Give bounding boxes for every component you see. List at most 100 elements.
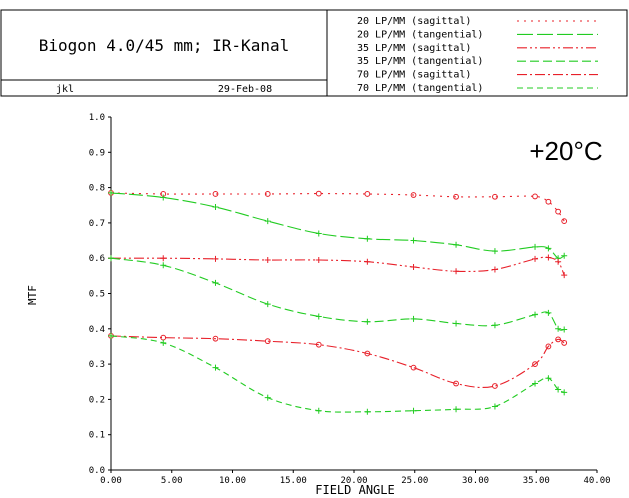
data-point <box>410 237 417 244</box>
data-point <box>491 248 498 255</box>
legend-label: 35 LP/MM (tangential) <box>357 56 483 67</box>
data-point <box>264 256 271 263</box>
data-point <box>108 332 114 339</box>
data-point <box>532 255 539 262</box>
x-tick-label: 10.00 <box>219 476 246 486</box>
x-tick-label: 20.00 <box>340 476 367 486</box>
data-point <box>453 193 459 200</box>
series-2 <box>108 254 568 279</box>
data-point <box>561 326 568 333</box>
legend-label: 20 LP/MM (tangential) <box>357 29 483 40</box>
x-tick-label: 15.00 <box>280 476 307 486</box>
data-point <box>410 264 417 271</box>
series-group <box>108 189 568 415</box>
data-point <box>160 262 167 269</box>
data-point <box>545 254 552 261</box>
data-point <box>315 407 322 414</box>
data-point <box>491 322 498 329</box>
data-point <box>108 189 114 196</box>
data-point <box>532 243 539 250</box>
data-point <box>555 325 562 332</box>
temperature-annotation: +20°C <box>529 136 602 166</box>
series-0 <box>108 189 568 225</box>
data-point <box>264 394 271 401</box>
y-tick-label: 0.0 <box>89 466 105 476</box>
header-panel: Biogon 4.0/45 mm; IR-Kanal jkl 29-Feb-08… <box>0 9 628 97</box>
data-point <box>545 309 552 316</box>
data-point <box>160 255 167 262</box>
y-tick-label: 0.3 <box>89 360 105 370</box>
author-label: jkl <box>56 84 74 95</box>
series-1 <box>108 189 568 262</box>
date-label: 29-Feb-08 <box>218 84 272 95</box>
data-point <box>545 343 552 350</box>
data-point <box>532 311 539 318</box>
series-line <box>110 192 565 260</box>
series-line <box>110 335 565 413</box>
data-point <box>453 406 460 413</box>
data-point <box>453 380 459 387</box>
data-point <box>315 313 322 320</box>
data-point <box>410 364 417 371</box>
data-point <box>364 235 371 242</box>
y-tick-label: 0.8 <box>89 184 105 194</box>
data-point <box>108 255 114 262</box>
data-point <box>264 338 271 345</box>
data-point <box>364 258 371 265</box>
data-point <box>545 375 552 382</box>
data-point <box>555 258 562 265</box>
data-point <box>364 318 371 325</box>
data-point <box>545 245 552 252</box>
series-4 <box>108 332 568 389</box>
data-point <box>364 191 371 197</box>
series-line <box>110 256 565 276</box>
data-point <box>532 193 538 200</box>
data-point <box>160 339 167 346</box>
data-point <box>555 386 562 393</box>
data-point <box>212 364 219 371</box>
data-point <box>491 266 498 273</box>
data-point <box>264 191 271 197</box>
x-tick-label: 30.00 <box>462 476 489 486</box>
data-point <box>410 315 417 322</box>
x-tick-label: 5.00 <box>161 476 183 486</box>
data-point <box>532 361 538 368</box>
x-tick-label: 40.00 <box>583 476 610 486</box>
data-point <box>453 241 460 248</box>
data-point <box>160 194 167 201</box>
data-point <box>532 380 539 387</box>
x-axis-ticks: 0.00 5.00 10.00 15.00 20.00 25.00 30.00 35.00 40… <box>100 470 611 486</box>
lens-title: Biogon 4.0/45 mm; IR-Kanal <box>39 36 289 55</box>
plot-area: 0.0 0.1 0.2 0.3 0.4 0.5 0.6 0.7 0.8 0.9 1.0 0.00 5.… <box>26 113 611 497</box>
y-tick-label: 1.0 <box>89 113 105 123</box>
data-point <box>555 336 562 343</box>
x-tick-label: 25.00 <box>401 476 428 486</box>
legend-label: 35 LP/MM (sagittal) <box>357 43 471 54</box>
x-axis-label: FIELD ANGLE <box>315 483 394 497</box>
header-border <box>0 9 628 97</box>
legend-label: 70 LP/MM (sagittal) <box>357 70 471 81</box>
data-point <box>315 341 322 348</box>
x-tick-label: 0.00 <box>100 476 122 486</box>
data-point <box>492 193 498 200</box>
y-tick-label: 0.9 <box>89 148 105 158</box>
data-point <box>264 218 271 225</box>
series-5 <box>108 332 568 415</box>
data-point <box>364 408 371 415</box>
y-tick-label: 0.5 <box>89 290 105 300</box>
data-point <box>212 279 219 286</box>
data-point <box>212 191 219 197</box>
x-tick-label: 35.00 <box>523 476 550 486</box>
legend-label: 20 LP/MM (sagittal) <box>357 16 471 27</box>
y-tick-label: 0.1 <box>89 431 105 441</box>
y-tick-label: 0.6 <box>89 254 105 264</box>
data-point <box>410 192 417 198</box>
data-point <box>212 335 219 342</box>
y-tick-label: 0.4 <box>89 325 105 335</box>
y-axis-label: MTF <box>26 285 39 305</box>
data-point <box>410 407 417 414</box>
data-point <box>561 252 568 259</box>
data-point <box>364 350 371 357</box>
data-point <box>315 230 322 237</box>
